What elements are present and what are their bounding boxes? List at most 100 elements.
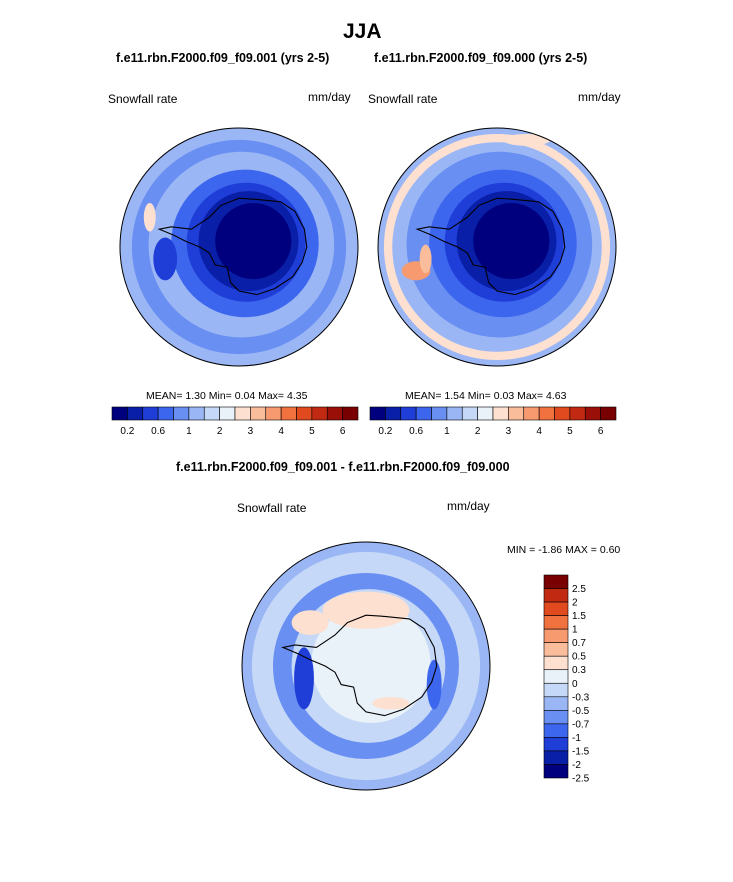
diff-min: -1.86 xyxy=(538,544,563,556)
diff-coastline xyxy=(281,614,438,717)
diff-blob-1 xyxy=(291,610,329,635)
diff-colorbar-box-9 xyxy=(543,696,569,711)
panel1-tick-label: 5 xyxy=(309,426,315,437)
diff-stats: MIN = -1.86 MAX = 0.60 xyxy=(507,544,620,556)
diff-tick-label: 1 xyxy=(572,625,578,636)
panel2-colorbar-box-15 xyxy=(600,406,617,421)
panel2-colorbar-box-2 xyxy=(400,406,417,421)
panel2-coastline xyxy=(415,197,566,296)
panel2-colorbar-box-11 xyxy=(538,406,555,421)
panel1-max: 4.35 xyxy=(286,390,308,402)
panel1-colorbar-box-3 xyxy=(157,406,174,421)
panel1-colorbar-box-8 xyxy=(234,406,251,421)
panel2-colorbar-box-0 xyxy=(369,406,386,421)
panel1-min: 0.04 xyxy=(234,390,256,402)
panel2-colorbar-box-3 xyxy=(415,406,432,421)
panel1-stats: MEAN= 1.30 Min= 0.04 Max= 4.35 xyxy=(146,390,307,402)
panel1-tick-label: 6 xyxy=(340,426,346,437)
diff-tick-label: 0.7 xyxy=(572,638,586,649)
panel2-colorbar-box-8 xyxy=(492,406,509,421)
panel1-colorbar-box-2 xyxy=(142,406,159,421)
diff-tick-label: -0.5 xyxy=(572,706,590,717)
panel1-variable-label: Snowfall rate xyxy=(108,92,178,106)
panel2-colorbar-box-14 xyxy=(584,406,601,421)
panel2-mean: 1.54 xyxy=(444,390,465,402)
panel2-tick-label: 6 xyxy=(598,426,604,437)
diff-field xyxy=(242,542,490,790)
diff-tick-label: -2 xyxy=(572,760,581,771)
panel1-field xyxy=(120,128,358,366)
panel2-max: 4.63 xyxy=(545,390,567,402)
panel1-colorbar-box-7 xyxy=(219,406,236,421)
panel2-mean-label: MEAN= xyxy=(405,390,442,402)
diff-tick-label: -2.5 xyxy=(572,774,590,785)
diff-colorbar-box-11 xyxy=(543,723,569,738)
panel2-contour-band-7 xyxy=(473,202,550,280)
panel1-colorbar-box-6 xyxy=(203,406,220,421)
panel2-colorbar-box-12 xyxy=(554,406,571,421)
diff-title: f.e11.rbn.F2000.f09_f09.001 - f.e11.rbn.… xyxy=(176,460,510,474)
panel2-stats: MEAN= 1.54 Min= 0.03 Max= 4.63 xyxy=(405,390,566,402)
diff-tick-label: -1 xyxy=(572,733,581,744)
diff-tick-label: 2.5 xyxy=(572,584,586,595)
diff-colorbar-box-10 xyxy=(543,710,569,725)
diff-colorbar-box-8 xyxy=(543,682,569,698)
panel2-map xyxy=(377,127,617,367)
panel2-field xyxy=(378,128,616,366)
panel1-colorbar-box-11 xyxy=(280,406,297,421)
panel2-colorbar-box-10 xyxy=(523,406,540,421)
diff-colorbar-box-6 xyxy=(543,655,569,671)
panel2-blob-1 xyxy=(419,244,432,274)
diff-tick-label: -1.5 xyxy=(572,746,590,757)
panel1-tick-label: 0.2 xyxy=(120,426,134,437)
diff-blob-3 xyxy=(426,659,442,710)
panel1-contour-band-6 xyxy=(215,202,292,280)
diff-variable-label: Snowfall rate xyxy=(237,501,307,515)
panel1-tick-label: 3 xyxy=(248,426,254,437)
panel2-colorbar-box-13 xyxy=(569,406,586,421)
diff-tick-label: 0.3 xyxy=(572,665,586,676)
panel2-colorbar: 0.2 0.6 1 2 3 4 5 6 xyxy=(369,406,617,437)
diff-colorbar-box-14 xyxy=(543,764,569,779)
diff-colorbar-box-12 xyxy=(543,737,569,752)
panel2-tick-label: 5 xyxy=(567,426,573,437)
panel1-mean-label: MEAN= xyxy=(146,390,183,402)
panel1-map-border xyxy=(119,127,359,367)
panel2-tick-label: 3 xyxy=(506,426,512,437)
diff-colorbar-box-5 xyxy=(543,642,569,657)
panel1-blob-1 xyxy=(153,237,178,281)
panel1-tick-label: 4 xyxy=(278,426,284,437)
panel2-max-label: Max= xyxy=(517,390,544,402)
diff-blob-4 xyxy=(372,697,410,710)
diff-colorbar-box-7 xyxy=(543,669,569,684)
diff-blob-2 xyxy=(294,647,314,710)
panel1-units-label: mm/day xyxy=(308,90,351,104)
diff-contour-band-4 xyxy=(311,604,431,724)
panel1-colorbar-box-9 xyxy=(250,406,267,421)
panel2-map-border xyxy=(377,127,617,367)
panel1-colorbar-box-1 xyxy=(127,406,144,421)
diff-colorbar-box-3 xyxy=(543,615,569,630)
diff-tick-label: 0.5 xyxy=(572,652,586,663)
panel1-colorbar: 0.2 0.6 1 2 3 4 5 6 xyxy=(111,406,359,437)
panel2-colorbar-box-7 xyxy=(477,406,494,421)
diff-blob-0 xyxy=(322,591,410,629)
panel1-colorbar-box-10 xyxy=(265,406,282,421)
panel2-colorbar-box-1 xyxy=(385,406,402,421)
diff-min-label: MIN = xyxy=(507,544,536,556)
panel2-tick-label: 4 xyxy=(536,426,542,437)
diff-max-label: MAX = xyxy=(565,544,597,556)
panel2-blob-2 xyxy=(502,133,551,146)
panel1-tick-label: 2 xyxy=(217,426,223,437)
diff-tick-label: 1.5 xyxy=(572,611,586,622)
diff-colorbar-box-0 xyxy=(543,574,569,589)
panel2-min-label: Min= xyxy=(467,390,491,402)
panel2-colorbar-box-5 xyxy=(446,406,463,421)
panel2-title: f.e11.rbn.F2000.f09_f09.000 (yrs 2-5) xyxy=(374,51,588,65)
diff-colorbar-box-4 xyxy=(543,628,569,643)
panel1-colorbar-box-0 xyxy=(111,406,128,421)
panel1-mean: 1.30 xyxy=(185,390,206,402)
diff-tick-label: 2 xyxy=(572,598,578,609)
diff-colorbar-box-2 xyxy=(543,601,569,616)
panel1-tick-label: 0.6 xyxy=(151,426,165,437)
